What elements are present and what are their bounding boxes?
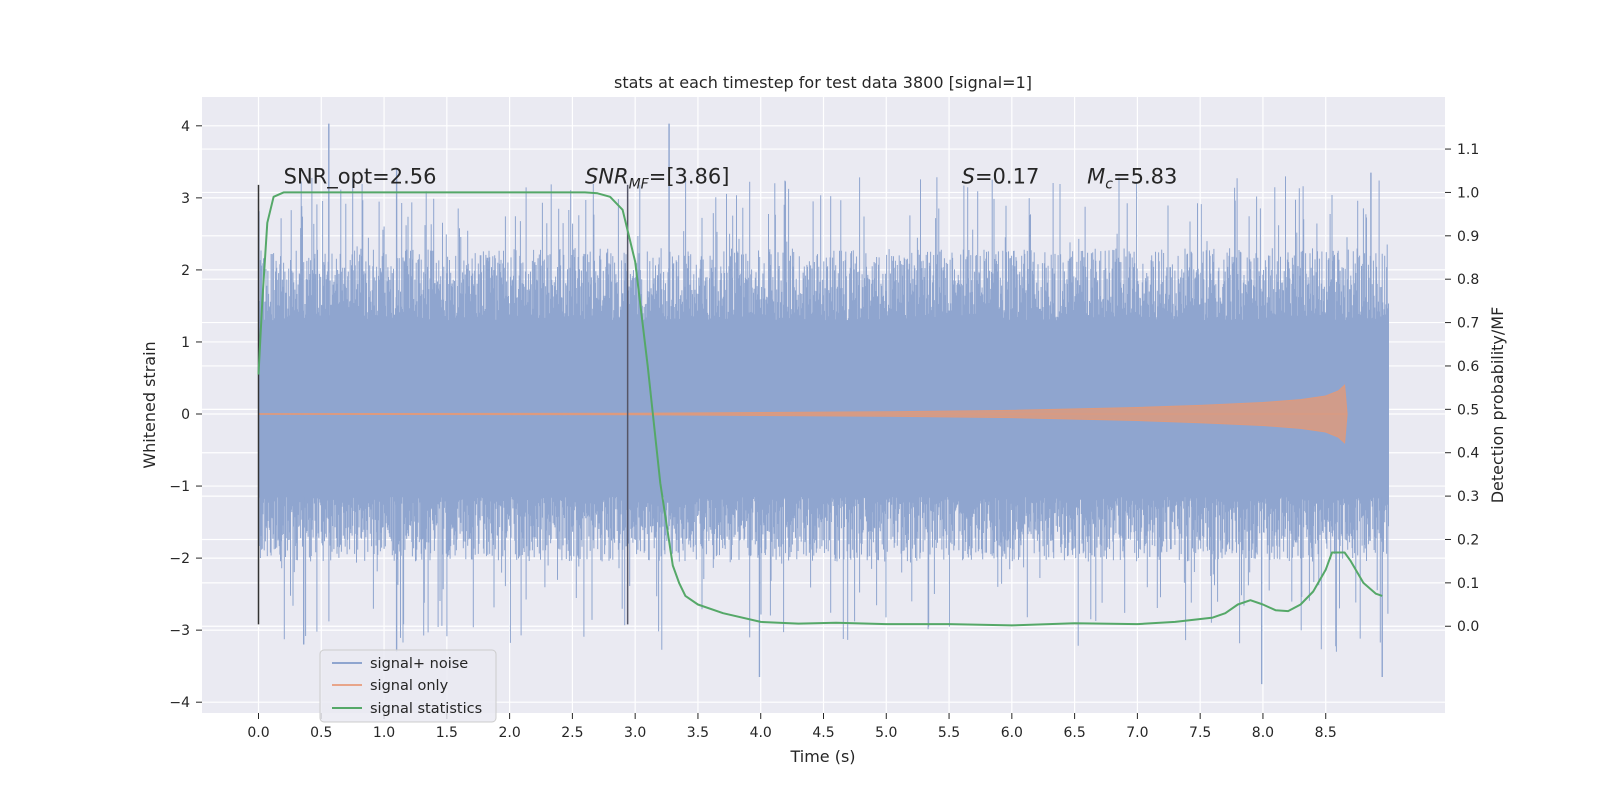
legend: signal+ noise signal only signal statist…	[319, 649, 497, 723]
x-tick-label: 1.0	[373, 725, 395, 741]
right-y-axis-label: Detection probability/MF	[1488, 307, 1507, 504]
y-tick-label: 0	[181, 407, 190, 423]
y2-tick-label: 0.2	[1457, 532, 1479, 548]
right-y-axis-ticks: 1.1 1.0 0.9 0.8 0.7 0.6 0.5 0.4 0.3 0.2 0.1 0.0	[1445, 142, 1479, 635]
vertical-markers	[257, 184, 629, 625]
y2-tick-label: 0.0	[1457, 619, 1479, 635]
y2-tick-label: 0.3	[1457, 489, 1479, 505]
y2-tick-label: 0.8	[1457, 272, 1479, 288]
legend-label-signal-statistics: signal statistics	[370, 701, 482, 717]
legend-box	[319, 649, 497, 723]
x-tick-label: 8.0	[1252, 725, 1274, 741]
y-axis-label: Whitened strain	[140, 341, 159, 468]
x-tick-label: 0.0	[247, 725, 269, 741]
y2-tick-label: 1.1	[1457, 142, 1479, 158]
legend-label-signal-only: signal only	[370, 678, 449, 694]
x-tick-label: 5.0	[875, 725, 897, 741]
x-tick-label: 5.5	[938, 725, 960, 741]
y-tick-label: −2	[169, 551, 190, 567]
x-tick-label: 4.0	[750, 725, 772, 741]
annotation-label: SNR_opt=2.56	[284, 164, 437, 189]
x-tick-label: 2.5	[561, 725, 583, 741]
annotations: SNR_opt=2.56 SNRMF=[3.86] S=0.17 Mc=5.83	[284, 164, 1178, 192]
y2-tick-label: 0.5	[1457, 402, 1479, 418]
y-tick-label: −4	[169, 695, 190, 711]
x-tick-label: 3.5	[687, 725, 709, 741]
x-tick-label: 6.5	[1063, 725, 1085, 741]
y-tick-label: 1	[181, 335, 190, 351]
y-tick-label: 2	[181, 263, 190, 279]
signal-statistics-line	[257, 191, 1383, 627]
x-tick-label: 2.0	[498, 725, 520, 741]
y2-tick-label: 1.0	[1457, 185, 1479, 201]
x-tick-label: 4.5	[812, 725, 834, 741]
annotation-label: S=0.17	[962, 164, 1040, 188]
legend-label-signal-noise: signal+ noise	[370, 656, 468, 672]
x-tick-label: 7.0	[1126, 725, 1148, 741]
y2-tick-label: 0.4	[1457, 446, 1479, 462]
x-axis-label: Time (s)	[789, 747, 855, 766]
x-tick-label: 1.5	[436, 725, 458, 741]
y-tick-label: 3	[181, 191, 190, 207]
y2-tick-label: 0.7	[1457, 316, 1479, 332]
left-y-axis-ticks: 4 3 2 1 0 −1 −2 −3 −4	[169, 119, 202, 711]
x-axis-ticks: 0.0 0.5 1.0 1.5 2.0 2.5 3.0 3.5 4.0 4.5 5.0 5.5 6.0 6…	[247, 713, 1337, 741]
signal-statistics-series	[257, 191, 1383, 627]
x-tick-label: 7.5	[1189, 725, 1211, 741]
y2-tick-label: 0.9	[1457, 229, 1479, 245]
annotation-label: SNRMF=[3.86]	[585, 164, 730, 192]
y2-tick-label: 0.1	[1457, 576, 1479, 592]
x-tick-label: 8.5	[1315, 725, 1337, 741]
y2-tick-label: 0.6	[1457, 359, 1479, 375]
x-tick-label: 0.5	[310, 725, 332, 741]
annotation-label: Mc=5.83	[1087, 164, 1177, 192]
signal-only-series	[258, 384, 1348, 444]
x-tick-label: 6.0	[1001, 725, 1023, 741]
x-tick-label: 3.0	[624, 725, 646, 741]
chart-title: stats at each timestep for test data 380…	[614, 73, 1032, 92]
y-tick-label: −1	[169, 479, 190, 495]
y-tick-label: −3	[169, 623, 190, 639]
y-tick-label: 4	[181, 119, 190, 135]
